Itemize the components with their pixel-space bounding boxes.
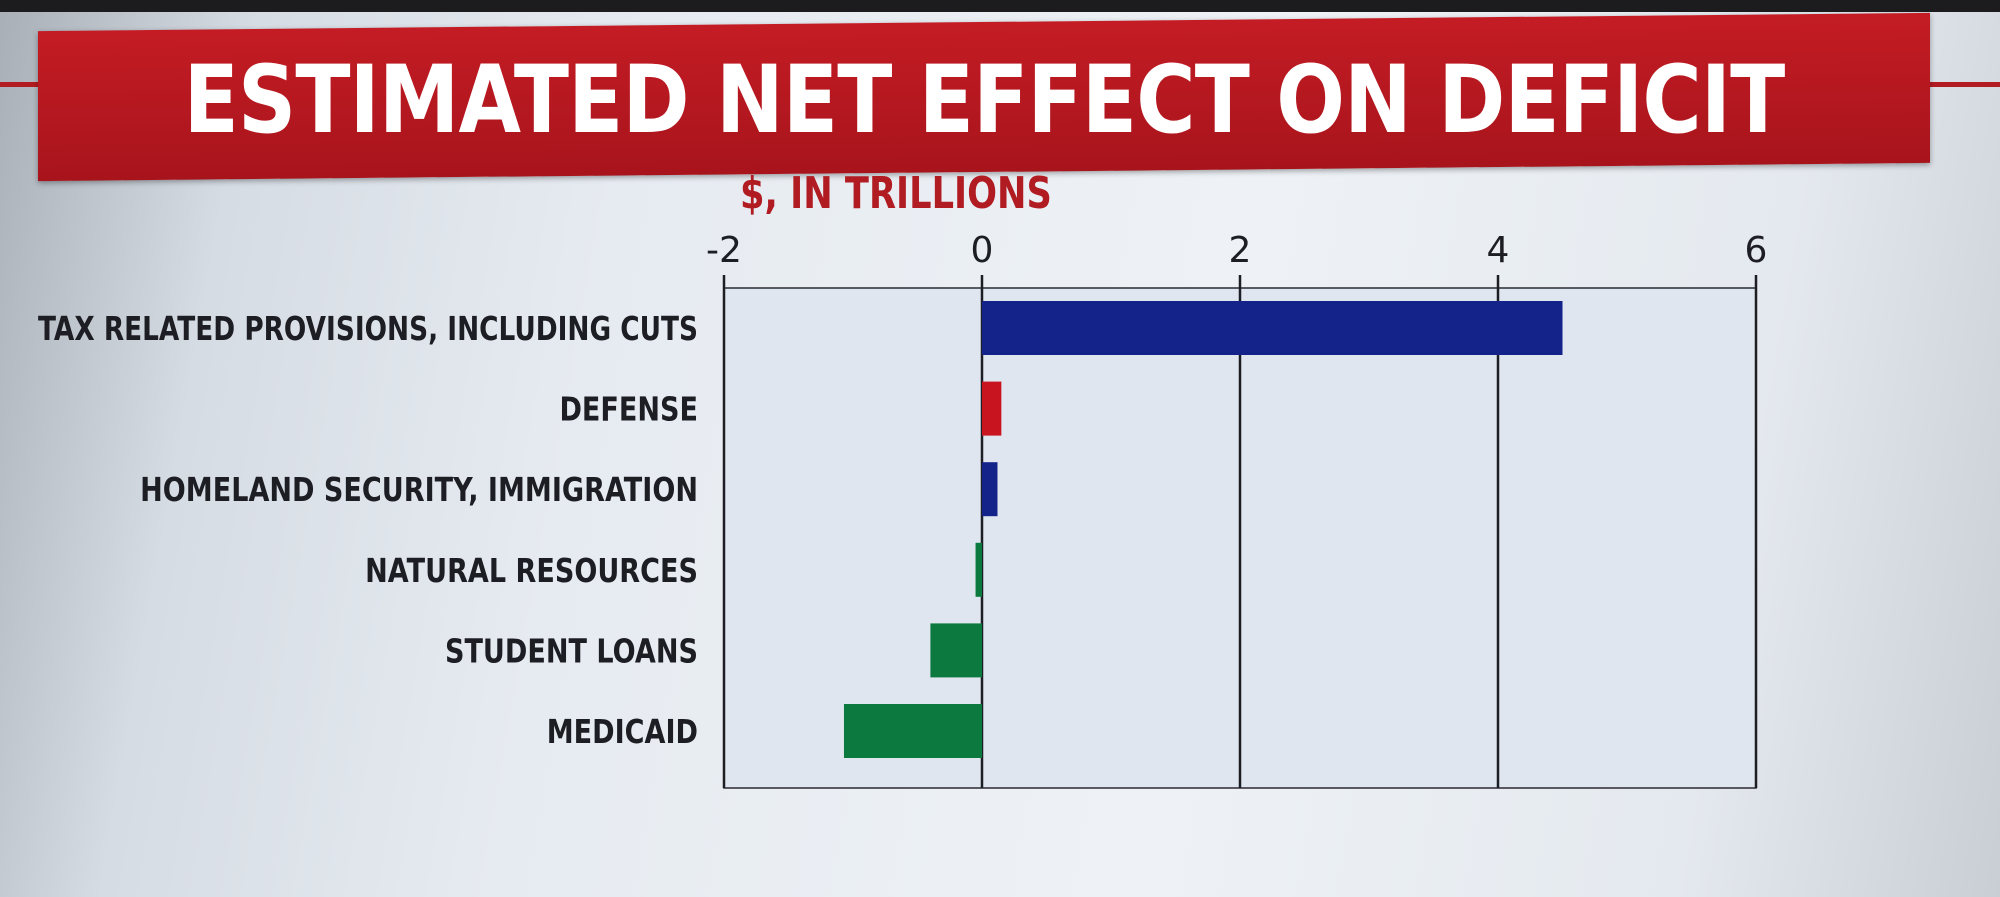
- bar: [843, 704, 982, 758]
- category-label: NATURAL RESOURCES: [365, 551, 698, 590]
- category-label: STUDENT LOANS: [445, 631, 698, 670]
- bar: [982, 462, 998, 517]
- bar: [930, 623, 982, 678]
- bar: [982, 301, 1563, 355]
- bar: [975, 542, 982, 597]
- x-tick-label: -2: [706, 230, 742, 271]
- x-tick-label: 4: [1487, 230, 1510, 271]
- x-tick-label: 0: [971, 230, 994, 271]
- x-tick-label: 2: [1229, 230, 1252, 271]
- gridlines: [722, 275, 1758, 788]
- bars: [843, 301, 1563, 758]
- chart-subtitle: $, IN TRILLIONS: [740, 168, 1052, 219]
- category-label: MEDICAID: [547, 712, 698, 751]
- category-label: DEFENSE: [559, 390, 698, 429]
- x-tick-labels: -2 0 2 4 6: [706, 230, 1767, 271]
- chart-title: ESTIMATED NET EFFECT ON DEFICIT: [183, 45, 1786, 155]
- screen-top-border: [0, 0, 2000, 12]
- category-label: TAX RELATED PROVISIONS, INCLUDING CUTS: [38, 309, 698, 348]
- category-label: HOMELAND SECURITY, IMMIGRATION: [140, 470, 698, 509]
- bar: [982, 381, 1002, 436]
- x-tick-label: 6: [1745, 230, 1768, 271]
- category-labels: TAX RELATED PROVISIONS, INCLUDING CUTS DE…: [38, 309, 698, 751]
